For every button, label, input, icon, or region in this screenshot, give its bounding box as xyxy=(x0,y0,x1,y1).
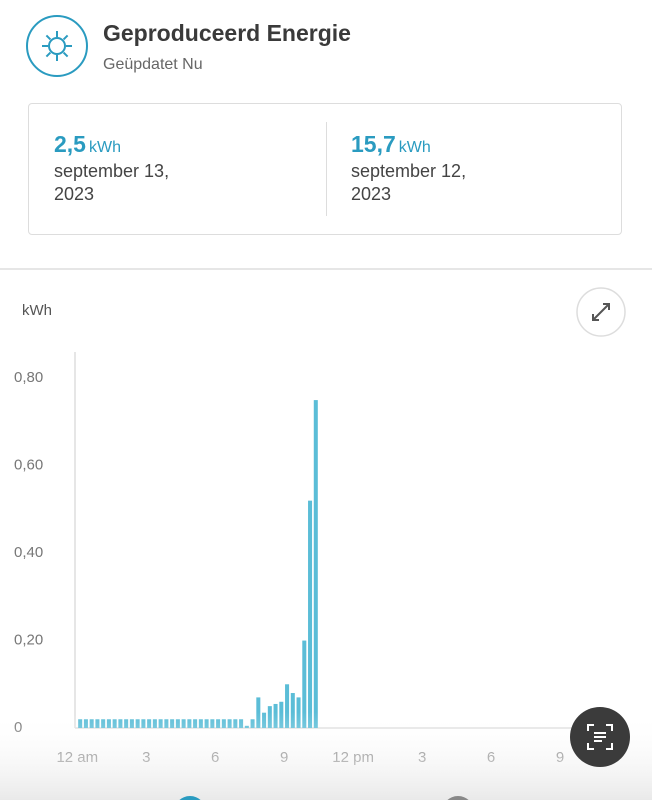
bar xyxy=(285,684,290,728)
bar xyxy=(308,500,313,728)
bar xyxy=(290,693,295,728)
scan-button[interactable] xyxy=(570,707,630,767)
stat-value: 2,5 xyxy=(54,131,86,157)
expand-button[interactable] xyxy=(576,287,626,337)
title: Geproduceerd Energie xyxy=(103,20,351,46)
y-tick-label: 0,80 xyxy=(14,369,43,386)
stat: 2,5 kWh september 13, 2023 xyxy=(54,131,254,206)
bar xyxy=(313,400,318,728)
stat-value: 15,7 xyxy=(351,131,396,157)
stat-unit: kWh xyxy=(88,139,121,156)
y-tick-label: 0,20 xyxy=(14,632,43,649)
sun-icon xyxy=(26,15,88,77)
stat-date: september 12, 2023 xyxy=(351,161,467,204)
stat: 15,7 kWh september 12, 2023 xyxy=(351,131,551,206)
stat-date: september 13, 2023 xyxy=(54,161,170,204)
divider xyxy=(326,122,327,216)
y-tick-label: 0,60 xyxy=(14,457,43,474)
stats-card xyxy=(28,103,622,235)
bar xyxy=(302,640,307,728)
y-tick-label: 0,40 xyxy=(14,544,43,561)
separator xyxy=(0,268,652,270)
subtitle: Geüpdatet Nu xyxy=(103,56,203,73)
y-axis-label: kWh xyxy=(22,302,52,319)
nav-indicator[interactable] xyxy=(174,796,206,800)
nav-indicator[interactable] xyxy=(442,796,474,800)
stat-unit: kWh xyxy=(398,139,431,156)
bottom-fade xyxy=(0,712,652,800)
